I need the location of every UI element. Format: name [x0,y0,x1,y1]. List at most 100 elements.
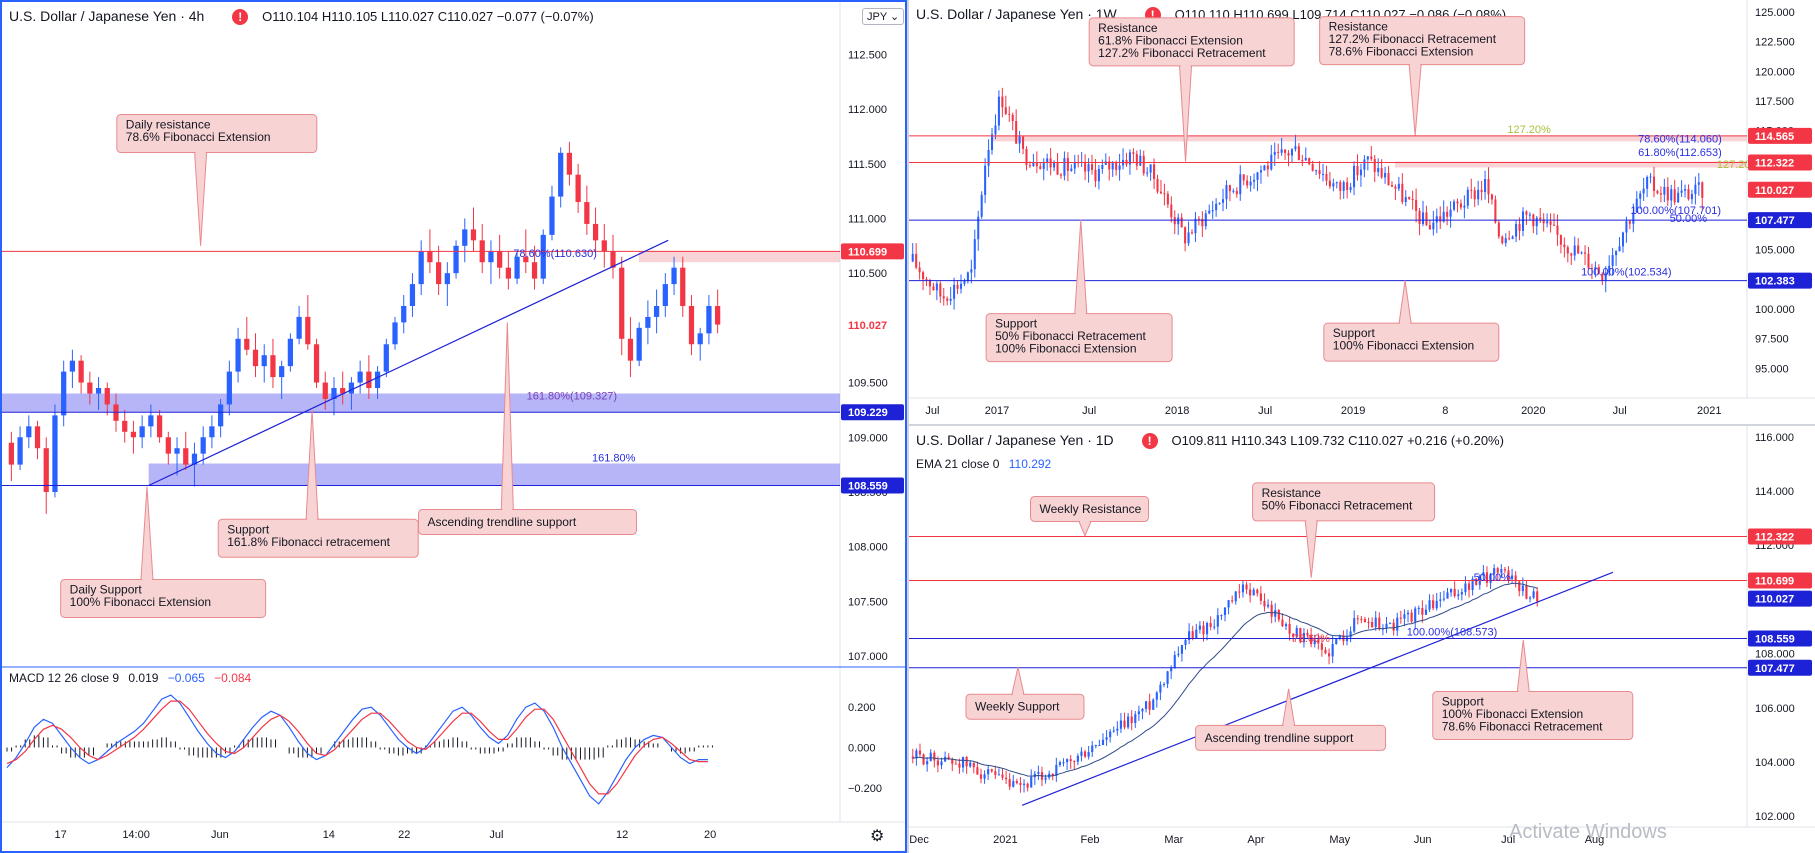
candle-body [1205,623,1209,635]
callout-box [417,508,637,535]
candle-body [226,371,232,405]
candle-body [980,194,983,217]
candle-body [1146,172,1149,174]
candle-body [1101,739,1105,746]
symbol-title[interactable]: U.S. Dollar / Japanese Yen · 1D [916,432,1114,448]
candle-body [1349,187,1352,190]
candle-body [488,251,494,263]
alert-icon[interactable]: ! [1141,433,1158,450]
candle-body [148,415,154,427]
callout-pointer [1516,639,1530,693]
candle-body [1242,174,1245,181]
candle-body [1394,186,1397,189]
candle-body [966,272,969,282]
candle-body [1525,585,1528,599]
candle-body [942,296,945,299]
candle-body [296,316,302,339]
candle-body [1084,161,1087,172]
candle-body [1442,598,1445,600]
macd-label[interactable]: MACD 12 26 close 9 [9,671,120,685]
callout-box [116,114,318,154]
candle-body [1274,610,1277,617]
candle-body [972,762,975,768]
candle-body [1032,162,1035,166]
callout-text: 50% Fibonacci Retracement [1262,498,1413,512]
candle-body [322,382,328,399]
candle-body [688,305,695,345]
fib-label: 100.00%(107.701) [1631,205,1722,217]
candle-body [52,415,58,492]
candle-body [961,756,965,768]
candle-body [983,774,986,779]
candle-body [540,234,546,279]
chart-canvas-1w[interactable]: 125.000122.500120.000117.500115.000112.5… [909,0,1815,424]
candle-body [584,202,590,224]
candle-body [1208,210,1211,214]
callout-pointer [1282,688,1296,726]
candle-body [1190,232,1194,234]
callout-pointer [500,322,514,510]
fib-zone [992,135,1747,142]
time-tick-label: 14 [323,829,335,841]
price-tick-label: 112.500 [848,49,887,61]
candle-body [953,284,956,299]
candle-body [1156,178,1159,192]
candle-body [122,420,128,432]
candle-body [1471,578,1474,590]
candle-body [592,223,599,241]
ema-legend[interactable]: EMA 21 close 0 110.292 [916,457,1051,471]
time-tick-label: Jul [1501,834,1515,846]
candle-body [1241,584,1245,593]
candle-body [1370,156,1373,160]
candle-body [1108,161,1111,170]
price-badge [1748,212,1812,229]
time-tick-label: 2021 [1697,405,1721,417]
callout-pointer [1078,520,1092,538]
chart-canvas-1d[interactable]: 116.000114.000112.000110.000108.000106.0… [909,426,1815,853]
candle-body [1456,201,1459,204]
candle-body [427,251,433,263]
alert-icon[interactable]: ! [232,9,249,26]
candle-body [1066,157,1069,171]
currency-button[interactable]: JPY ⌄ [862,8,905,25]
candle-body [1228,185,1231,192]
candle-body [1098,745,1101,747]
panel-1w-chart[interactable]: U.S. Dollar / Japanese Yen · 1W ! O110.1… [909,0,1815,424]
candle-body [1536,591,1539,602]
price-tick-label: 97.500 [1755,334,1789,346]
time-tick-label: 14:00 [122,829,150,841]
candle-body [697,333,703,345]
candle-body [1094,745,1097,747]
candle-body [1177,217,1180,225]
candle-body [235,338,241,372]
symbol-title[interactable]: U.S. Dollar / Japanese Yen · 1W [916,6,1117,22]
candle-body [1197,218,1200,220]
time-tick-label: Jul [489,829,503,841]
panel-divider[interactable] [909,424,1815,426]
panel-1d-chart[interactable]: U.S. Dollar / Japanese Yen · 1D ! O109.8… [909,426,1815,853]
gear-icon[interactable]: ⚙ [870,828,885,845]
candle-body [1659,193,1662,195]
panel-4h-chart[interactable]: U.S. Dollar / Japanese Yen · 4h ! O110.1… [0,0,907,853]
candle-body [401,305,407,323]
panel-divider[interactable] [907,0,909,853]
candle-body [1173,217,1176,225]
candle-body [1159,684,1162,693]
candle-body [1442,211,1445,222]
candle-body [383,344,389,372]
time-tick-label: Jul [1082,405,1096,417]
candle-body [1306,633,1309,636]
candle-body [922,754,925,765]
callout-text: Support [995,317,1038,331]
candle-body [1302,633,1306,643]
candle-body [1163,193,1166,195]
time-tick-label: Jun [1414,834,1432,846]
symbol-title[interactable]: U.S. Dollar / Japanese Yen · 4h [9,8,205,24]
candle-body [1097,169,1100,182]
callout-box [965,693,1085,720]
chart-canvas-4h[interactable]: 112.500 112.000 111.500 111.000 110.500 110.0… [2,2,907,853]
callout-box [60,578,267,618]
